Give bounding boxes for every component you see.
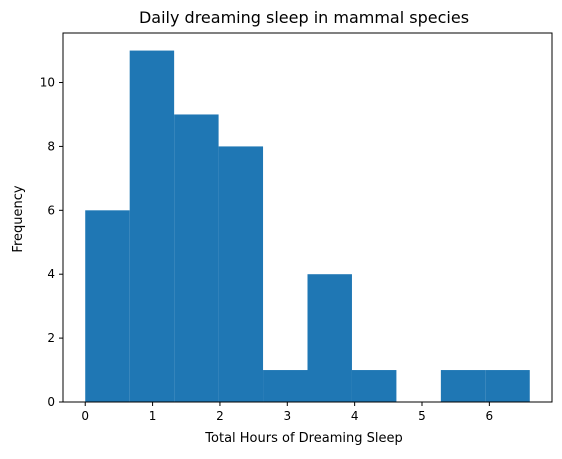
x-tick-label: 2 [216, 409, 224, 423]
axis-ticks-group: 0 1 2 3 4 5 6 0 2 4 6 8 10 [40, 76, 493, 423]
y-tick-label: 10 [40, 76, 55, 90]
histogram-bar [218, 146, 264, 402]
histogram-bar [174, 114, 219, 402]
y-tick-label: 0 [47, 395, 55, 409]
x-tick-label: 4 [351, 409, 359, 423]
y-tick-label: 8 [47, 139, 55, 153]
x-tick-label: 5 [418, 409, 426, 423]
x-tick-label: 3 [283, 409, 291, 423]
histogram-bar [440, 370, 486, 402]
plot-frame [62, 32, 553, 403]
chart-title: Daily dreaming sleep in mammal species [139, 8, 469, 27]
histogram-bar [307, 274, 352, 402]
histogram-bar [263, 370, 308, 402]
x-axis-label: Total Hours of Dreaming Sleep [204, 431, 402, 446]
y-tick-label: 2 [47, 331, 55, 345]
histogram-bar [351, 370, 397, 402]
histogram-bar [129, 50, 175, 402]
bars-group [85, 50, 530, 402]
y-tick-label: 4 [47, 267, 55, 281]
x-tick-label: 0 [81, 409, 89, 423]
histogram-bar [85, 210, 130, 402]
y-tick-label: 6 [47, 203, 55, 217]
x-tick-label: 1 [149, 409, 157, 423]
histogram-bar [485, 370, 530, 402]
y-axis-label: Frequency [11, 185, 26, 252]
x-tick-label: 6 [486, 409, 494, 423]
